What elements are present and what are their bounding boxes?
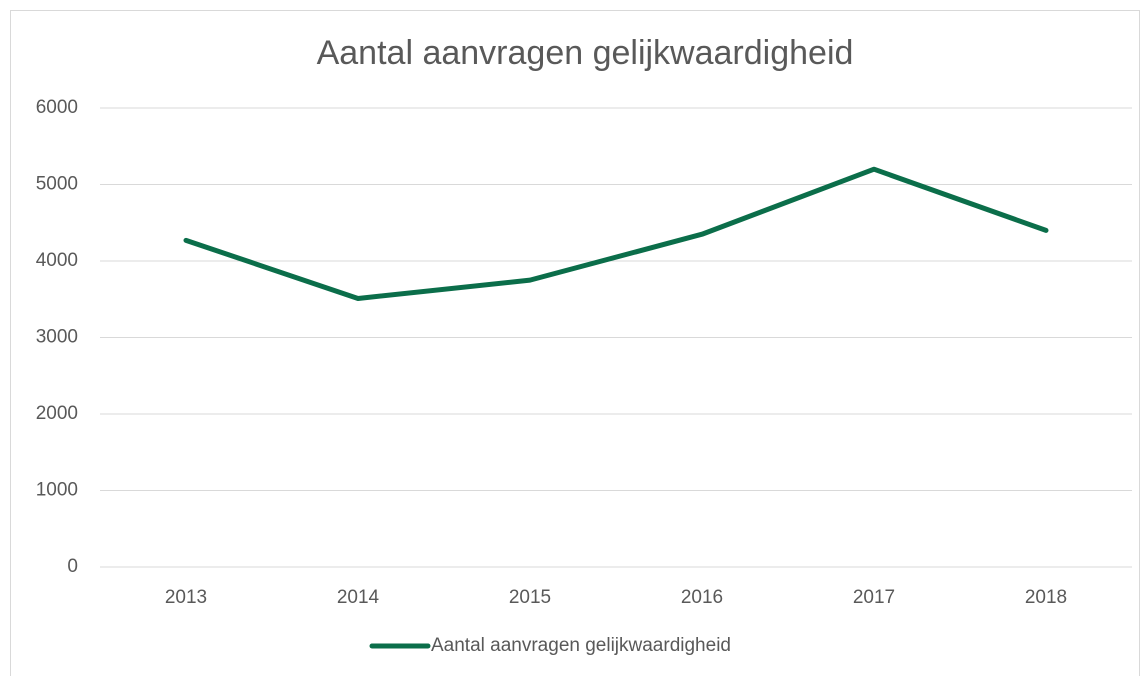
chart-title: Aantal aanvragen gelijkwaardigheid	[317, 34, 854, 72]
x-tick-label: 2013	[165, 587, 207, 608]
y-tick-label: 5000	[36, 174, 78, 195]
x-tick-label: 2017	[853, 587, 895, 608]
y-tick-label: 6000	[36, 97, 78, 118]
line-series	[183, 166, 1049, 301]
y-tick-label: 0	[67, 556, 78, 577]
x-tick-label: 2018	[1025, 587, 1067, 608]
y-tick-label: 2000	[36, 403, 78, 424]
x-tick-label: 2014	[337, 587, 380, 608]
legend-label: Aantal aanvragen gelijkwaardigheid	[431, 635, 731, 656]
y-tick-label: 3000	[36, 327, 78, 348]
x-tick-label: 2016	[681, 587, 723, 608]
y-tick-label: 4000	[36, 250, 78, 271]
y-tick-label: 1000	[36, 480, 78, 501]
chart-frame	[10, 10, 1140, 676]
x-tick-label: 2015	[509, 587, 551, 608]
